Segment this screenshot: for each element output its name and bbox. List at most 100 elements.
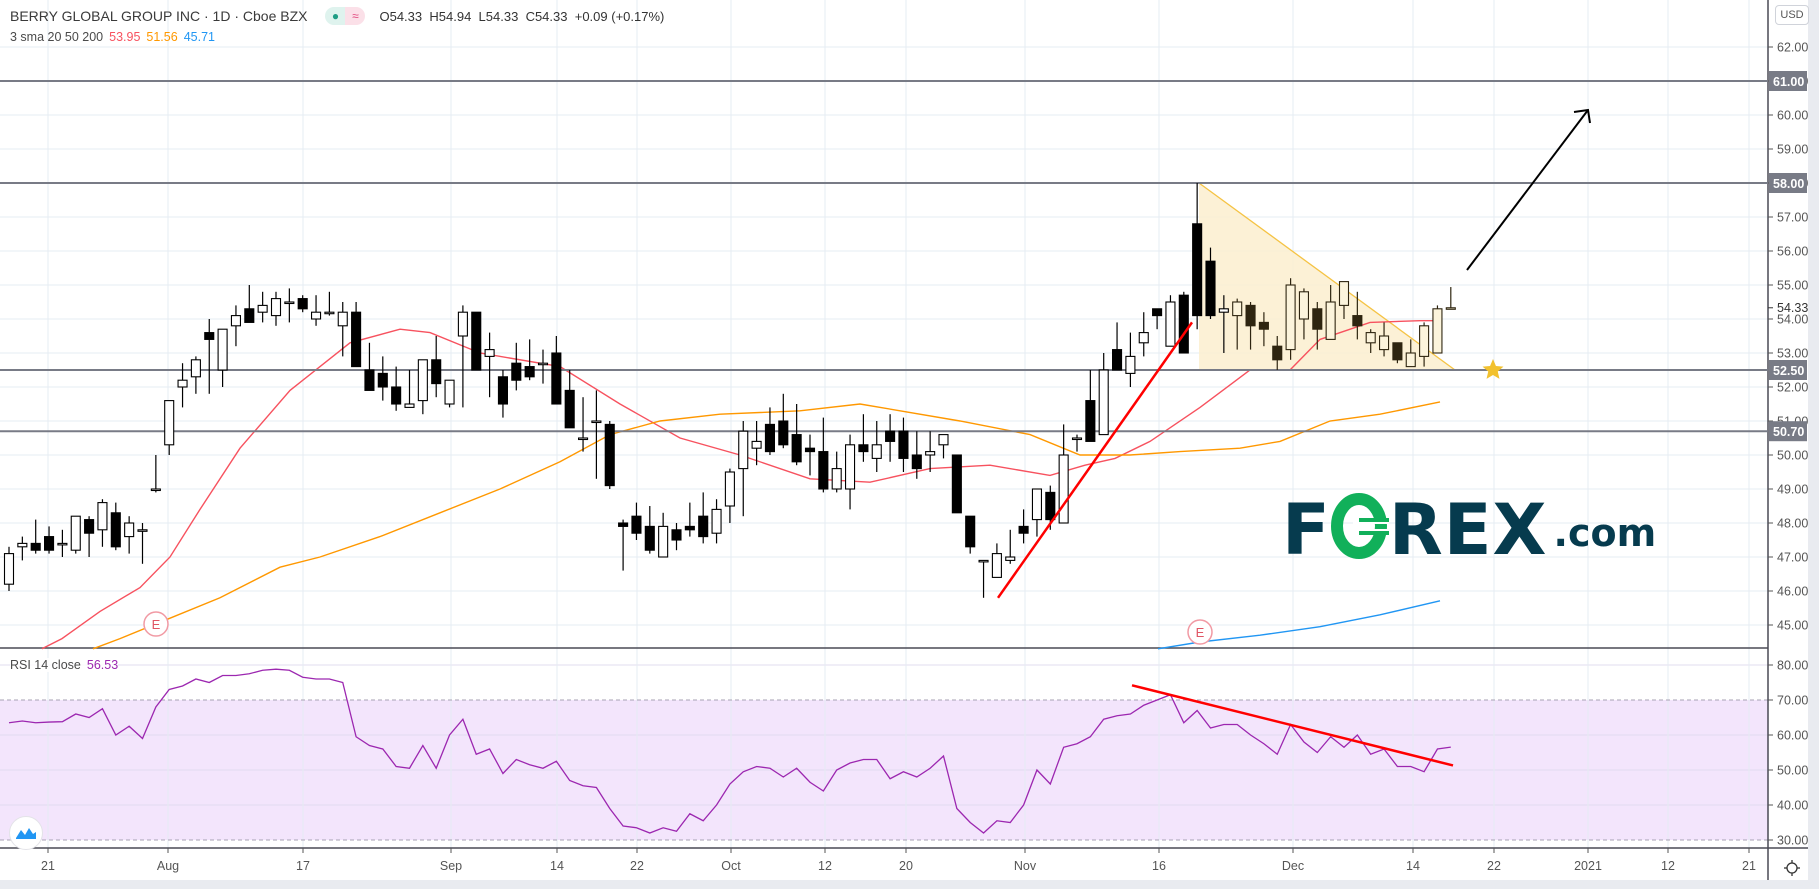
candle-body[interactable] [938,434,949,446]
candle-body[interactable] [537,362,549,366]
sma-legend[interactable]: 3 sma 20 50 200 53.95 51.56 45.71 [10,30,215,44]
candle-body[interactable] [1258,321,1269,330]
candle-body[interactable] [1071,437,1083,441]
candle-body[interactable] [591,420,602,424]
candle-body[interactable] [1298,291,1309,320]
candle-body[interactable] [1098,369,1109,436]
candle-body[interactable] [991,553,1002,578]
candle-body[interactable] [804,447,816,453]
candle-body[interactable] [791,434,802,463]
candle-body[interactable] [844,444,856,490]
candle-body[interactable] [110,512,121,548]
earnings-marker[interactable] [1187,619,1213,645]
candle-body[interactable] [431,359,442,385]
symbol-title[interactable]: BERRY GLOBAL GROUP INC · 1D · Cboe BZX [10,8,308,24]
candle-body[interactable] [618,522,629,527]
candle-body[interactable] [604,423,615,487]
candle-body[interactable] [1218,308,1229,313]
candle-body[interactable] [1338,281,1350,306]
candle-body[interactable] [551,352,562,405]
candle-body[interactable] [1125,355,1136,374]
candle-body[interactable] [1152,308,1163,317]
candle-body[interactable] [284,301,295,305]
candle-body[interactable] [911,454,922,470]
candle-body[interactable] [297,298,308,310]
rsi-resistance-trendline[interactable] [1131,684,1454,767]
candle-body[interactable] [1272,345,1283,361]
candle-body[interactable] [471,311,482,371]
candle-body[interactable] [644,525,655,551]
candle-body[interactable] [1005,556,1016,561]
candle-body[interactable] [965,515,976,548]
candle-body[interactable] [137,529,148,532]
candle-body[interactable] [1445,307,1456,310]
candle-body[interactable] [577,437,589,441]
candle-body[interactable] [631,515,642,534]
candle-body[interactable] [190,359,201,378]
currency-button[interactable]: USD [1775,5,1809,25]
candle-body[interactable] [858,444,869,453]
candle-body[interactable] [738,430,749,470]
candle-body[interactable] [124,522,135,538]
candle-body[interactable] [17,542,28,548]
candle-body[interactable] [457,311,468,337]
candle-body[interactable] [1165,301,1176,347]
candle-body[interactable] [658,525,669,558]
candle-body[interactable] [1112,349,1123,371]
candle-body[interactable] [1178,294,1189,354]
candle-body[interactable] [684,525,695,531]
candle-body[interactable] [1285,284,1296,351]
candle-body[interactable] [324,311,335,315]
candle-body[interactable] [150,488,161,492]
candle-body[interactable] [391,386,402,405]
candle-body[interactable] [257,304,268,313]
earnings-marker[interactable] [143,611,169,637]
candle-body[interactable] [1419,325,1430,357]
candle-body[interactable] [204,332,215,340]
candle-body[interactable] [1192,223,1203,317]
candle-body[interactable] [1085,400,1096,442]
candle-body[interactable] [818,451,829,490]
rsi-legend[interactable]: RSI 14 close 56.53 [10,658,119,672]
candle-body[interactable] [1045,491,1056,521]
candle-body[interactable] [270,298,282,317]
candle-body[interactable] [831,468,842,490]
candle-body[interactable] [497,376,509,405]
candle-body[interactable] [1205,260,1216,317]
candle-body[interactable] [1031,488,1042,521]
candle-body[interactable] [898,430,909,459]
candle-body[interactable] [3,553,15,585]
candle-body[interactable] [724,471,735,507]
candle-body[interactable] [1352,315,1363,327]
candle-body[interactable] [951,454,962,514]
candle-body[interactable] [1432,308,1443,354]
candle-body[interactable] [1245,304,1256,327]
candle-body[interactable] [1379,335,1390,351]
candle-body[interactable] [524,366,535,378]
candle-body[interactable] [30,542,41,551]
candle-body[interactable] [711,508,722,534]
candle-body[interactable] [444,379,455,405]
candle-body[interactable] [1312,308,1323,330]
candle-body[interactable] [84,519,95,534]
support-trendline[interactable] [996,321,1194,599]
candle-body[interactable] [925,451,936,456]
candle-body[interactable] [698,515,709,538]
candle-body[interactable] [751,440,762,449]
candle-body[interactable] [1392,342,1403,361]
status-pill[interactable]: ● ≈ [325,7,366,25]
candle-body[interactable] [1325,301,1336,340]
candle-body[interactable] [217,328,228,371]
candle-body[interactable] [337,311,348,327]
candle-body[interactable] [417,359,428,402]
candle-body[interactable] [244,308,255,323]
candle-body[interactable] [885,430,896,442]
star-icon[interactable] [1482,359,1504,379]
candle-body[interactable] [1018,525,1029,534]
candle-body[interactable] [230,315,241,327]
candle-body[interactable] [871,444,882,459]
breakout-arrow[interactable] [1466,109,1589,271]
candle-body[interactable] [97,502,108,531]
candle-body[interactable] [484,349,495,357]
